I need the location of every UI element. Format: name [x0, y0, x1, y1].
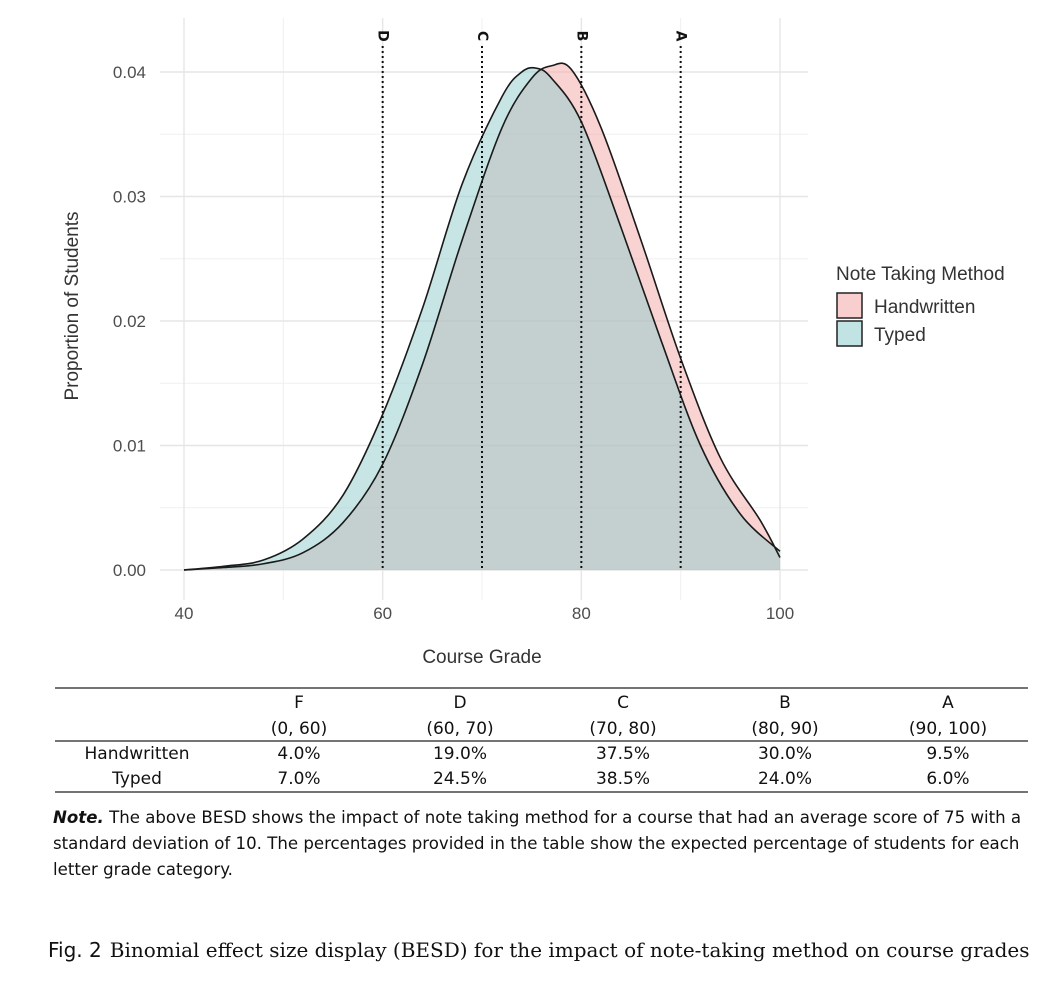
y-axis-title: Proportion of Students — [62, 211, 83, 400]
note-label: Note. — [53, 808, 104, 827]
table-cell-typed-a: 6.0% — [926, 769, 969, 789]
note-text: The above BESD shows the impact of note … — [53, 808, 1022, 879]
table-col-range-b: (80, 90) — [751, 719, 818, 739]
grade-table: F (0, 60) D (60, 70) C (70, 80) B (80, 90) A (90,… — [55, 687, 1028, 793]
grade-label-c: C — [474, 31, 490, 41]
x-tick-label-1: 60 — [373, 604, 392, 623]
x-tick-label-3: 100 — [766, 604, 794, 623]
table-cell-handwritten-b: 30.0% — [758, 744, 812, 764]
caption-label: Fig. 2 — [48, 938, 102, 962]
axis-ticks: 0.00 0.01 0.02 0.03 0.04 40 60 80 100 — [113, 63, 794, 623]
table-col-grade-c: C — [617, 693, 629, 713]
density-chart: D C B A 0.00 0.01 0.02 0.03 0.04 40 60 80 100 Propo… — [55, 18, 1028, 793]
table-col-grade-b: B — [779, 693, 791, 713]
caption-text: Binomial effect size display (BESD) for … — [109, 938, 1030, 962]
x-tick-label-0: 40 — [175, 604, 194, 623]
area-outline-handwritten — [183, 62, 781, 571]
legend-swatch-handwritten — [836, 292, 863, 319]
area-fill-typed — [184, 67, 780, 570]
table-cell-typed-f: 7.0% — [277, 769, 320, 789]
y-tick-label-1: 0.01 — [113, 437, 146, 456]
legend-title: Note Taking Method — [836, 264, 1005, 285]
table-cell-handwritten-f: 4.0% — [277, 744, 320, 764]
y-tick-label-0: 0.00 — [113, 561, 146, 580]
legend-label-handwritten: Handwritten — [874, 297, 975, 318]
table-cell-handwritten-a: 9.5% — [926, 744, 969, 764]
table-col-grade-f: F — [294, 693, 304, 713]
grade-label-a: A — [673, 31, 689, 42]
legend: Note Taking Method Handwritten Typed — [836, 264, 1005, 347]
grade-label-b: B — [573, 31, 589, 42]
table-cell-handwritten-c: 37.5% — [596, 744, 650, 764]
table-cell-handwritten-d: 19.0% — [433, 744, 487, 764]
table-cell-typed-b: 24.0% — [758, 769, 812, 789]
y-tick-label-3: 0.03 — [113, 188, 146, 207]
table-col-range-a: (90, 100) — [909, 719, 987, 739]
table-cell-typed-d: 24.5% — [433, 769, 487, 789]
table-col-range-d: (60, 70) — [426, 719, 493, 739]
figure-note: Note. The above BESD shows the impact of… — [53, 805, 1043, 883]
y-tick-label-2: 0.02 — [113, 312, 146, 331]
legend-swatch-typed — [836, 320, 863, 347]
x-tick-label-2: 80 — [572, 604, 591, 623]
table-cell-typed-c: 38.5% — [596, 769, 650, 789]
table-col-grade-a: A — [942, 693, 954, 713]
legend-label-typed: Typed — [874, 325, 926, 346]
table-row-label-handwritten: Handwritten — [85, 744, 190, 764]
y-tick-label-4: 0.04 — [113, 63, 146, 82]
table-col-grade-d: D — [453, 693, 466, 713]
x-axis-title: Course Grade — [422, 647, 541, 668]
area-outline-typed — [183, 66, 781, 571]
grade-label-d: D — [375, 30, 391, 42]
figure-caption: Fig. 2 Binomial effect size display (BESD… — [48, 938, 1048, 962]
table-col-range-c: (70, 80) — [589, 719, 656, 739]
table-row-label-typed: Typed — [111, 769, 162, 789]
table-col-range-f: (0, 60) — [271, 719, 328, 739]
